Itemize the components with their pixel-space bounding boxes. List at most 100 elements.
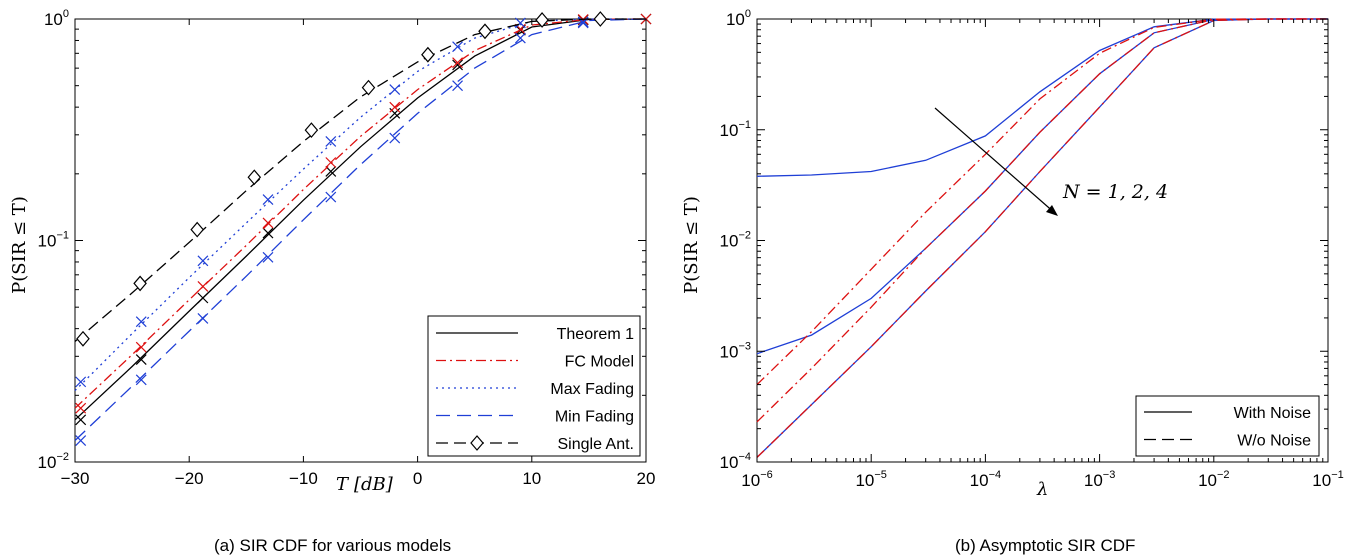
chart-a-series-single-ant-point [76, 330, 90, 347]
chart-a-series-theorem-1-line [74, 18, 647, 421]
chart-a-series-max-fading-point [75, 376, 87, 388]
chart-a-legend-theorem-1-label: Theorem 1 [557, 326, 634, 343]
chart-a-series-min-fading-line [74, 18, 647, 441]
chart-a-ytick-label: 10−1 [38, 230, 69, 251]
chart-a-series-min-fading-point [452, 80, 463, 92]
chart-a-xlabel: T [dB] [336, 474, 394, 495]
chart-a-series-max-fading-point [197, 255, 209, 267]
chart-a-xtick-label: −20 [175, 469, 204, 488]
chart-b-xtick-label: 10−4 [970, 469, 1001, 490]
chart-b-arrow-line [934, 107, 1057, 215]
chart-a: −30 −20 −10 0 10 20 10−2 10−1 100 (a) SIR CDF fo… [9, 8, 655, 555]
chart-b-ytick-label: 10−2 [720, 230, 751, 251]
chart-a-series-single-ant-point [304, 122, 319, 139]
chart-b: 10−6 10−5 10−4 10−3 10−2 10−1 10−4 10−3 10−2 10−1… [681, 8, 1344, 555]
chart-a-xtick-label: 10 [522, 469, 541, 488]
chart-a-series-single-ant-point [190, 221, 204, 238]
chart-a-xlabel-unit: [dB] [354, 474, 394, 495]
chart-b-series-w-o-noise-line [756, 18, 1328, 386]
chart-a-legend-min-fading-label: Min Fading [555, 409, 634, 426]
chart-a-xtick-label: −30 [61, 469, 90, 488]
chart-a-series-fc-model-point [197, 281, 209, 292]
chart-a-series-single-ant-point [361, 79, 376, 96]
chart-b-ylabel: P(SIR ≤ T) [681, 196, 702, 294]
chart-a-series-min-fading-point [75, 435, 87, 446]
chart-a-xtick-label: −10 [289, 469, 318, 488]
chart-a-ticks: −30 −20 −10 0 10 20 10−2 10−1 100 [38, 8, 656, 488]
chart-a-series-single-ant-point [421, 46, 435, 63]
chart-a-series-min-fading-point [197, 312, 209, 324]
chart-a-legend-single-ant-label: Single Ant. [558, 436, 635, 453]
chart-b-xlabel: λ [1036, 479, 1048, 500]
chart-a-series-theorem-1-point [262, 227, 274, 239]
chart-b-ytick-label: 10−1 [720, 119, 751, 140]
chart-b-series-n-4-with-noise-line [756, 18, 1328, 458]
chart-a-legend-box [427, 315, 641, 457]
chart-a-series-single-ant-point [247, 169, 262, 186]
chart-a-ylabel: P(SIR ≤ T) [9, 196, 30, 294]
chart-a-series-max-fading-point [452, 41, 463, 53]
chart-a-series-max-fading-point [262, 194, 274, 206]
chart-b-ticks: 10−6 10−5 10−4 10−3 10−2 10−1 10−4 10−3 10−2 10−1… [720, 8, 1344, 490]
chart-a-series-fc-model-point [262, 217, 274, 229]
chart-a-series-fc-model-point [325, 157, 337, 168]
chart-a-series-fc-model-point [452, 57, 463, 69]
chart-b-legend-w-o-noise-label: W/o Noise [1237, 433, 1311, 450]
chart-a-xlabel-symbol: T [336, 474, 350, 495]
chart-a-series-max-fading-point [135, 316, 147, 328]
chart-b-xtick-label: 10−5 [855, 469, 886, 490]
chart-a-series-theorem-1-point [135, 354, 147, 366]
chart-b-annotation-arrow [934, 107, 1058, 216]
chart-b-ytick-label: 10−3 [720, 340, 751, 361]
chart-b-caption: (b) Asymptotic SIR CDF [955, 536, 1135, 555]
chart-b-legend-with-noise-label: With Noise [1234, 405, 1311, 422]
chart-b-ytick-label: 10−4 [720, 451, 751, 472]
chart-a-xtick-label: 20 [637, 469, 656, 488]
chart-b-xtick-label: 10−6 [741, 469, 772, 490]
chart-a-series-fc-model-line [74, 18, 647, 409]
chart-a-ytick-label: 10−2 [38, 451, 69, 472]
chart-a-legend-single-ant-marker [470, 435, 484, 451]
chart-a-series-single-ant-line [74, 18, 646, 342]
chart-b-series-n-2-with-noise-line [756, 18, 1328, 355]
chart-a-series-min-fading-point [389, 132, 401, 144]
chart-a-series-fc-model-point [135, 341, 147, 353]
chart-b-series-n-2-w-o-noise-line [756, 18, 1328, 423]
chart-a-series-min-fading-point [514, 32, 526, 44]
chart-a-series-group [74, 11, 652, 446]
chart-a-xtick-label: 0 [413, 469, 422, 488]
chart-a-series-fc-model-point [75, 402, 87, 414]
chart-a-series-max-fading-point [325, 136, 337, 147]
chart-a-series-single-ant-point [478, 23, 492, 40]
chart-a-caption: (a) SIR CDF for various models [214, 536, 451, 555]
chart-b-arrow-head [1046, 205, 1058, 216]
chart-a-legend-max-fading-label: Max Fading [550, 381, 634, 398]
chart-b-xtick-label: 10−2 [1198, 469, 1229, 490]
chart-a-series-theorem-1-point [325, 166, 337, 177]
chart-a-series-max-fading-point [514, 17, 526, 29]
chart-a-series-single-ant-point [593, 11, 608, 27]
chart-b-series-group [756, 18, 1328, 458]
chart-b-xtick-label: 10−1 [1312, 469, 1343, 490]
chart-a-legend-fc-model-label: FC Model [565, 354, 634, 371]
chart-b-legend: With Noise W/o Noise [1135, 395, 1320, 457]
chart-b-series-n-4-w-o-noise-line [756, 18, 1328, 458]
chart-b-legend-box [1135, 395, 1320, 457]
chart-b-annotation: N = 1, 2, 4 [1062, 181, 1168, 203]
chart-a-ytick-label: 100 [44, 8, 69, 29]
chart-a-series-single-ant-point [535, 12, 549, 28]
chart-a-series-theorem-1-point [75, 414, 87, 426]
chart-a-series-min-fading-point [325, 191, 337, 203]
chart-b-xtick-label: 10−3 [1084, 469, 1115, 490]
chart-a-series-max-fading-point [577, 16, 589, 28]
chart-a-series-theorem-1-point [452, 59, 463, 71]
chart-a-series-min-fading-point [262, 251, 274, 263]
chart-a-legend: Theorem 1 FC Model Max Fading Min Fading Sin… [427, 315, 641, 457]
chart-a-series-theorem-1-point [197, 292, 209, 304]
chart-a-series-max-fading-point [389, 84, 401, 96]
chart-a-series-fc-model-point [389, 101, 401, 113]
chart-a-series-min-fading-point [135, 374, 147, 386]
chart-b-ytick-label: 100 [726, 8, 751, 29]
chart-a-series-single-ant-point [133, 275, 147, 292]
